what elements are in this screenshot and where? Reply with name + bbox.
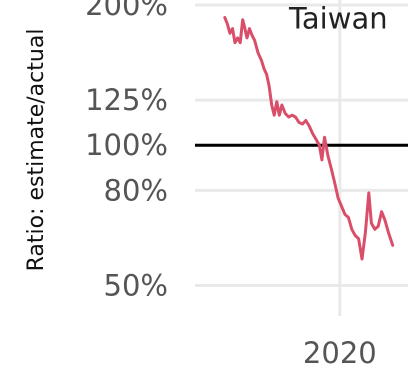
series-label-taiwan: Taiwan: [288, 2, 388, 36]
x-axis-tick-labels: 2020: [303, 336, 377, 370]
x-tick-label: 2020: [303, 336, 377, 370]
series-line-taiwan: [223, 16, 395, 261]
y-axis-tick-labels: 200% 125% 100% 80% 50%: [85, 0, 168, 302]
series-layer: Taiwan: [223, 2, 395, 261]
y-tick-label: 100%: [85, 128, 168, 162]
y-tick-label: 50%: [104, 268, 168, 302]
y-axis-label: Ratio: estimate/actual: [24, 29, 49, 272]
gridlines: [195, 0, 408, 316]
y-tick-label: 80%: [104, 173, 168, 207]
y-tick-label: 125%: [85, 83, 168, 117]
y-tick-label: 200%: [85, 0, 168, 22]
